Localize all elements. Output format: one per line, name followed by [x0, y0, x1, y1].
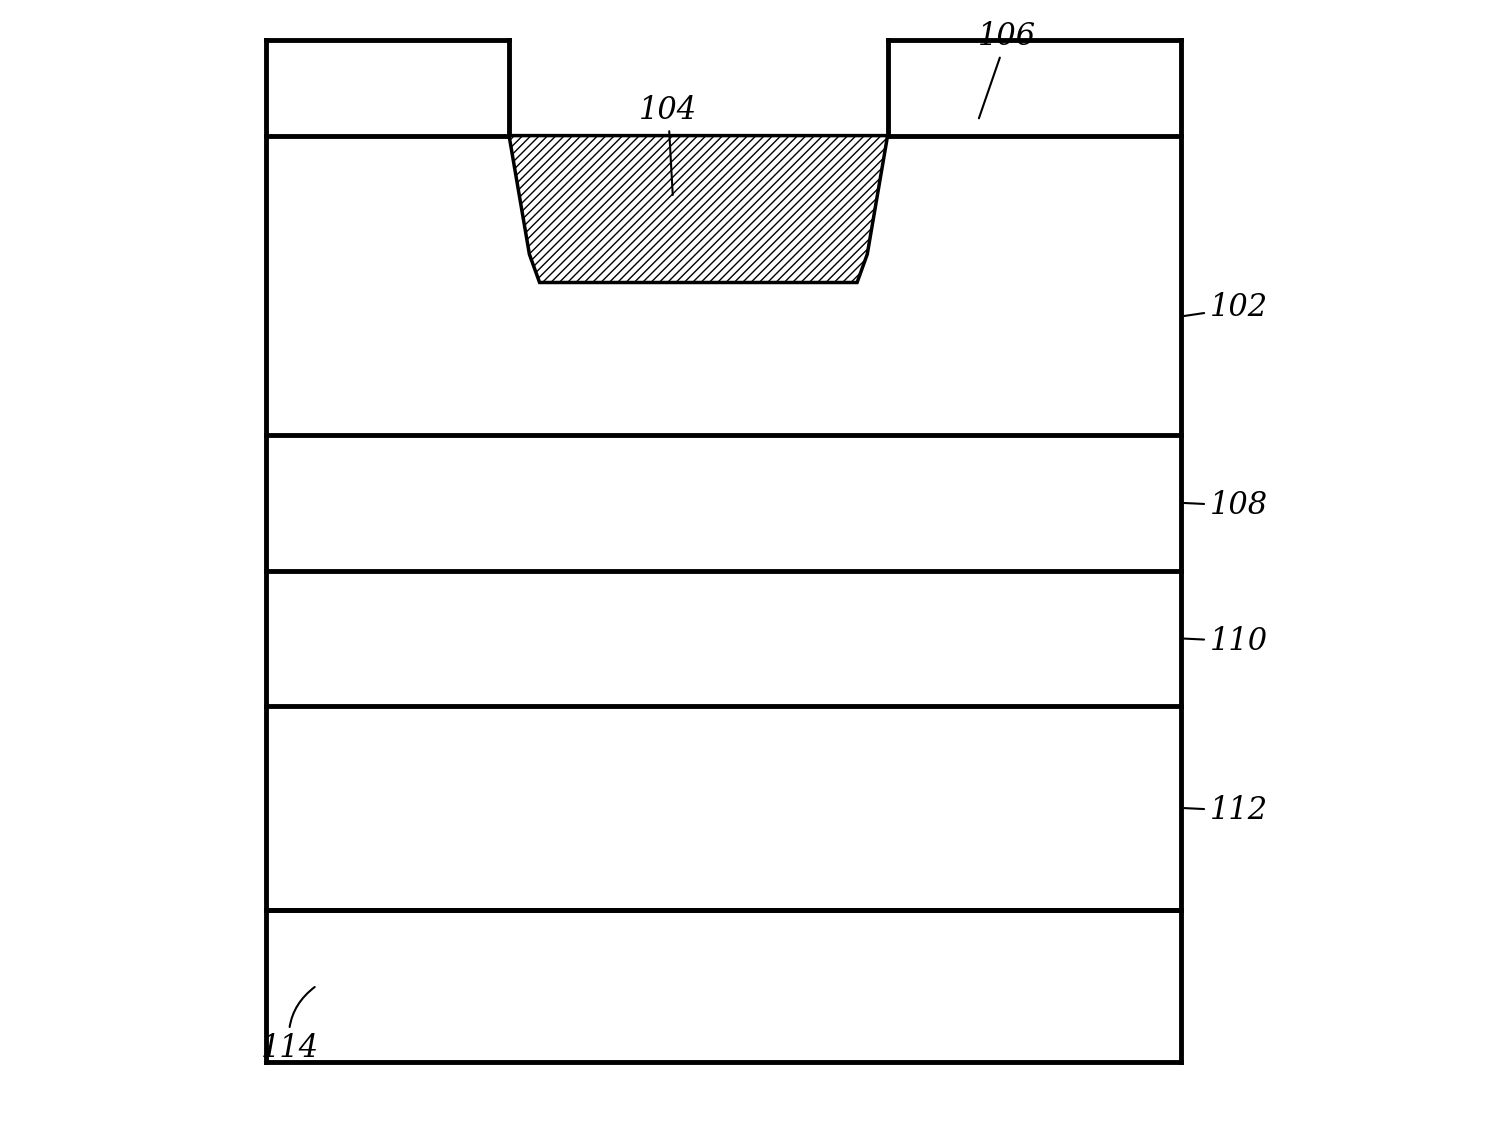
Bar [266, 435, 1182, 571]
Text: 114: 114 [260, 986, 319, 1063]
Bar [266, 571, 1182, 706]
Text: 112: 112 [1184, 796, 1268, 826]
Polygon shape [508, 136, 887, 282]
Text: 110: 110 [1184, 626, 1268, 657]
Bar [266, 136, 1182, 435]
Bar [266, 706, 1182, 910]
Text: 108: 108 [1184, 490, 1268, 521]
Text: 102: 102 [1184, 293, 1268, 323]
Text: 104: 104 [639, 95, 698, 195]
Bar [266, 910, 1182, 1062]
Text: 106: 106 [978, 21, 1036, 119]
